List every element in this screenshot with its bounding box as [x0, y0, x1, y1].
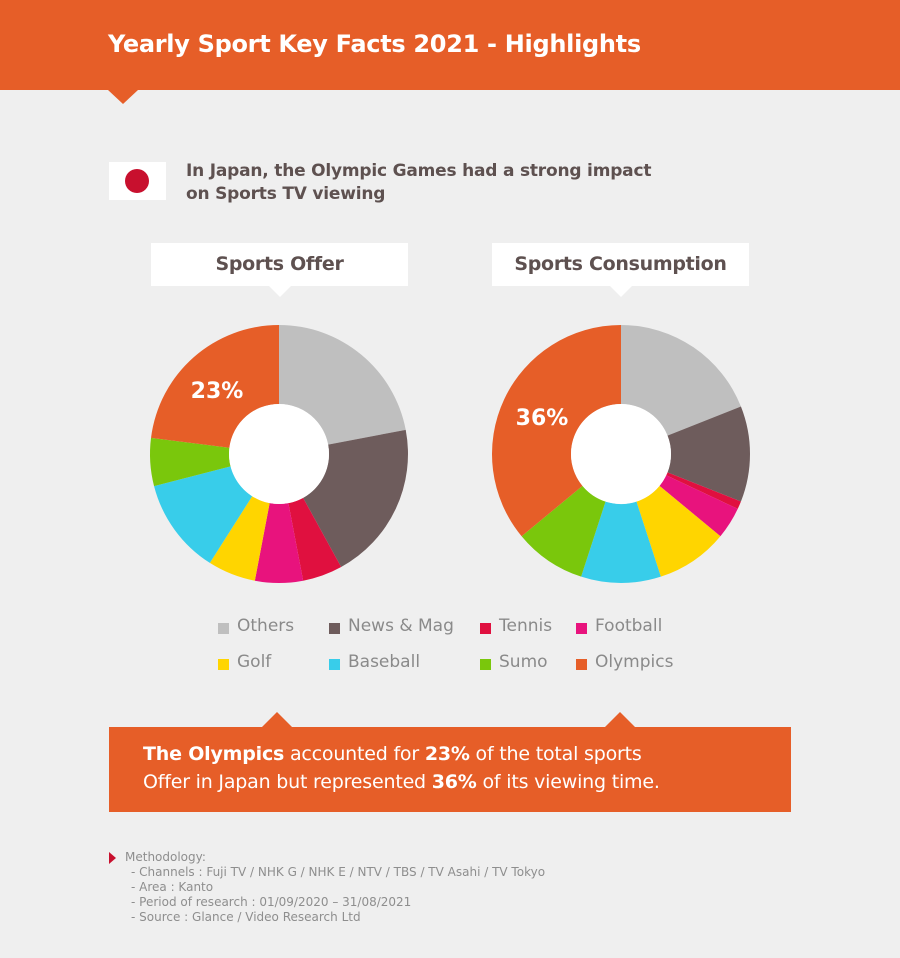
slice-tennis	[288, 497, 342, 581]
intro-text: In Japan, the Olympic Games had a strong…	[186, 160, 686, 206]
legend-swatch	[329, 623, 340, 634]
slice-golf	[636, 485, 721, 577]
legend-swatch	[576, 659, 587, 670]
sports-consumption-donut	[491, 325, 750, 583]
slice-news-mag	[303, 429, 408, 568]
slice-tennis	[666, 472, 741, 509]
slice-others	[279, 325, 406, 445]
donut-hole	[571, 404, 671, 504]
callout-olympics: The Olympics	[143, 743, 285, 765]
offer-olympics-percent: 23%	[191, 379, 244, 404]
slice-sumo	[150, 437, 231, 487]
callout-notch-left	[262, 712, 292, 727]
slice-news-mag	[667, 406, 750, 502]
header-notch	[108, 90, 138, 104]
callout-part7: of its viewing time.	[476, 771, 660, 793]
slice-olympics	[491, 325, 621, 537]
callout-part5: Offer in Japan but represented	[143, 771, 432, 793]
legend-swatch	[576, 623, 587, 634]
legend-swatch	[218, 623, 229, 634]
legend-label: Tennis	[499, 616, 553, 636]
callout-consumption-pct: 36%	[431, 771, 477, 793]
slice-football	[254, 503, 304, 583]
callout-offer-pct: 23%	[424, 743, 470, 765]
header-banner: Yearly Sport Key Facts 2021 - Highlights	[0, 0, 900, 90]
legend-label: Others	[237, 616, 295, 636]
consumption-olympics-percent: 36%	[516, 406, 569, 431]
methodology-line: - Period of research : 01/09/2020 – 31/0…	[131, 895, 412, 909]
legend-swatch	[329, 659, 340, 670]
sports-consumption-label: Sports Consumption	[492, 243, 749, 297]
intro-line-1: In Japan, the Olympic Games had a strong…	[186, 161, 652, 181]
legend-label: Golf	[237, 652, 272, 672]
methodology-line: - Area : Kanto	[131, 880, 214, 894]
legend-label: Football	[595, 616, 663, 636]
slice-sumo	[521, 485, 606, 577]
slice-olympics	[151, 325, 279, 448]
slice-others	[621, 325, 741, 436]
slice-baseball	[581, 501, 661, 583]
callout-part2: accounted for	[284, 743, 425, 765]
page-title: Yearly Sport Key Facts 2021 - Highlights	[108, 30, 641, 58]
legend-label: Baseball	[348, 652, 421, 672]
japan-flag-icon	[109, 162, 166, 200]
methodology-title: Methodology:	[125, 850, 206, 864]
legend-label: Sumo	[499, 652, 548, 672]
legend-swatch	[480, 659, 491, 670]
methodology-line: - Channels : Fuji TV / NHK G / NHK E / N…	[131, 865, 546, 879]
legend-label: News & Mag	[348, 616, 454, 636]
callout-part4: of the total sports	[469, 743, 642, 765]
legend-swatch	[480, 623, 491, 634]
flag-sun	[125, 169, 149, 193]
legend-label: Olympics	[595, 652, 674, 672]
methodology-line: - Source : Glance / Video Research Ltd	[131, 910, 361, 924]
callout-notch-right	[605, 712, 635, 727]
intro-line-2: on Sports TV viewing	[186, 184, 386, 204]
methodology-arrow-icon	[109, 852, 116, 864]
donut-hole	[229, 404, 329, 504]
slice-football	[659, 475, 738, 537]
sports-offer-donut	[150, 325, 408, 583]
sports-offer-label: Sports Offer	[151, 243, 408, 297]
slice-golf	[209, 496, 270, 581]
callout-box: The Olympics accounted for 23% of the to…	[109, 727, 791, 812]
legend-swatch	[218, 659, 229, 670]
slice-baseball	[154, 466, 253, 563]
callout-text: The Olympics accounted for 23% of the to…	[143, 740, 783, 796]
